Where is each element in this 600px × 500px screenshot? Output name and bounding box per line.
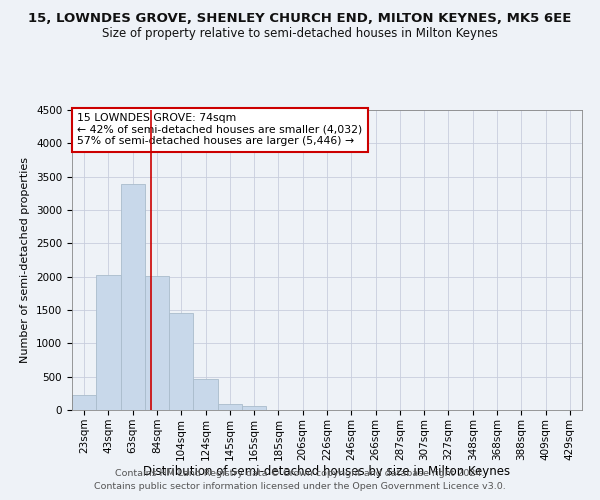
Text: Contains HM Land Registry data © Crown copyright and database right 2024.: Contains HM Land Registry data © Crown c… <box>115 468 485 477</box>
Text: Contains public sector information licensed under the Open Government Licence v3: Contains public sector information licen… <box>94 482 506 491</box>
Bar <box>145 276 169 410</box>
Bar <box>218 404 242 410</box>
Text: 15 LOWNDES GROVE: 74sqm
← 42% of semi-detached houses are smaller (4,032)
57% of: 15 LOWNDES GROVE: 74sqm ← 42% of semi-de… <box>77 113 362 146</box>
Text: Size of property relative to semi-detached houses in Milton Keynes: Size of property relative to semi-detach… <box>102 28 498 40</box>
Text: 15, LOWNDES GROVE, SHENLEY CHURCH END, MILTON KEYNES, MK5 6EE: 15, LOWNDES GROVE, SHENLEY CHURCH END, M… <box>28 12 572 26</box>
Bar <box>121 184 145 410</box>
Bar <box>72 394 96 410</box>
Bar <box>242 406 266 410</box>
Y-axis label: Number of semi-detached properties: Number of semi-detached properties <box>20 157 31 363</box>
Bar <box>169 314 193 410</box>
Bar <box>96 276 121 410</box>
Bar <box>193 378 218 410</box>
X-axis label: Distribution of semi-detached houses by size in Milton Keynes: Distribution of semi-detached houses by … <box>143 466 511 478</box>
